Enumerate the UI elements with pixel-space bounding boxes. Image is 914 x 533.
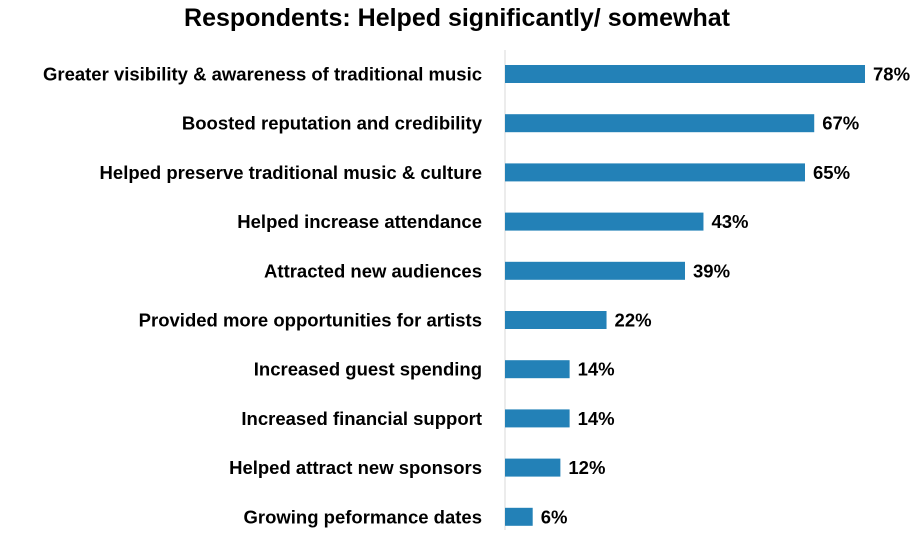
category-label: Helped increase attendance: [237, 211, 482, 232]
bar: [505, 311, 607, 329]
data-label: 6%: [541, 506, 568, 527]
data-label: 65%: [813, 162, 850, 183]
bar: [505, 261, 685, 280]
category-label: Boosted reputation and credibility: [182, 113, 483, 134]
bar: [505, 163, 805, 182]
category-label: Helped attract new sponsors: [229, 457, 482, 478]
bar: [505, 360, 570, 379]
data-label: 12%: [568, 457, 605, 478]
category-label: Helped preserve traditional music & cult…: [100, 162, 482, 183]
bar: [505, 65, 865, 83]
category-label: Increased financial support: [241, 408, 482, 429]
data-label: 43%: [711, 211, 748, 232]
category-label: Increased guest spending: [254, 359, 482, 380]
data-label: 67%: [822, 113, 859, 134]
data-label: 78%: [873, 64, 910, 85]
data-label: 22%: [615, 310, 652, 331]
bar: [505, 409, 570, 428]
data-label: 14%: [578, 408, 615, 429]
category-label: Greater visibility & awareness of tradit…: [43, 64, 482, 85]
category-label: Growing peformance dates: [244, 506, 483, 527]
data-label: 14%: [578, 359, 615, 380]
chart-title: Respondents: Helped significantly/ somew…: [184, 4, 730, 32]
bar: [505, 114, 815, 133]
category-label: Attracted new audiences: [264, 260, 482, 281]
category-label: Provided more opportunities for artists: [139, 310, 482, 331]
bar: [505, 507, 533, 526]
bar: [505, 458, 561, 477]
bar: [505, 212, 704, 231]
data-label: 39%: [693, 260, 730, 281]
